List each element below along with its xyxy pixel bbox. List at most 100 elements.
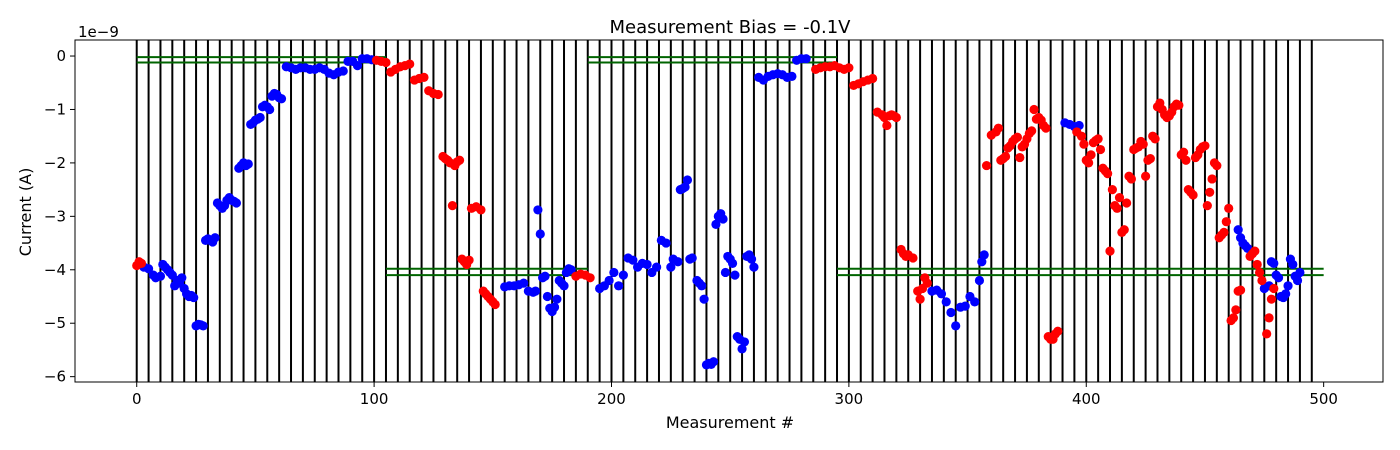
data-point bbox=[960, 301, 970, 311]
data-point bbox=[1200, 141, 1210, 151]
vertical-lines-layer bbox=[135, 40, 1313, 382]
data-point bbox=[604, 275, 614, 286]
data-point bbox=[535, 229, 545, 239]
data-point bbox=[801, 54, 811, 64]
data-point bbox=[1027, 126, 1037, 136]
data-point bbox=[981, 160, 992, 171]
data-point bbox=[155, 271, 166, 281]
data-point bbox=[908, 253, 918, 263]
data-point bbox=[1107, 185, 1117, 195]
data-point bbox=[673, 257, 683, 267]
data-point bbox=[974, 275, 985, 286]
data-point bbox=[977, 257, 987, 267]
data-point bbox=[519, 278, 529, 288]
data-point bbox=[680, 182, 690, 192]
data-point bbox=[552, 294, 562, 304]
data-point bbox=[1084, 158, 1094, 168]
data-point bbox=[1269, 258, 1279, 268]
data-point bbox=[243, 159, 253, 169]
data-point bbox=[540, 271, 550, 281]
data-point bbox=[255, 112, 265, 123]
data-point bbox=[941, 297, 951, 307]
data-point bbox=[993, 123, 1004, 133]
data-point bbox=[136, 258, 147, 268]
data-point bbox=[946, 307, 956, 318]
data-point bbox=[352, 61, 363, 71]
y-axis-ticks: 0 −1 −2 −3 −4 −5 −6 bbox=[44, 47, 75, 386]
data-point bbox=[697, 281, 707, 291]
data-point bbox=[1273, 273, 1284, 283]
y-tick-label: −6 bbox=[44, 368, 66, 386]
data-point bbox=[549, 302, 560, 312]
data-point bbox=[1281, 289, 1291, 299]
data-point bbox=[618, 270, 628, 280]
data-point bbox=[746, 254, 757, 264]
data-point bbox=[711, 219, 721, 229]
data-point bbox=[1233, 225, 1243, 235]
data-point bbox=[699, 294, 709, 304]
data-point bbox=[936, 289, 947, 299]
data-point bbox=[1235, 285, 1246, 295]
data-point bbox=[1252, 259, 1262, 270]
data-point bbox=[1112, 203, 1122, 213]
data-point bbox=[1181, 155, 1191, 165]
x-tick-label: 200 bbox=[597, 390, 626, 408]
data-point bbox=[276, 94, 287, 104]
data-point bbox=[1250, 246, 1260, 256]
data-point bbox=[1174, 100, 1184, 110]
data-point bbox=[609, 267, 619, 278]
data-point bbox=[727, 258, 738, 268]
data-point bbox=[730, 270, 740, 280]
data-point bbox=[1086, 150, 1096, 160]
data-point bbox=[1145, 154, 1155, 164]
data-point bbox=[1264, 313, 1274, 323]
data-point bbox=[737, 344, 747, 354]
y-tick-label: −4 bbox=[44, 261, 66, 279]
data-point bbox=[447, 201, 458, 211]
data-point bbox=[1266, 294, 1277, 304]
data-point bbox=[979, 250, 989, 260]
data-point bbox=[210, 233, 220, 243]
data-point bbox=[1205, 187, 1215, 197]
data-point bbox=[433, 89, 443, 100]
reference-lines-layer bbox=[136, 56, 1324, 277]
y-tick-label: −5 bbox=[44, 314, 66, 332]
data-point bbox=[1119, 225, 1129, 235]
data-point bbox=[1041, 123, 1051, 133]
data-point bbox=[1122, 198, 1132, 208]
data-point bbox=[1231, 305, 1241, 315]
data-point bbox=[666, 262, 676, 272]
data-point bbox=[454, 155, 465, 165]
data-point bbox=[1141, 171, 1151, 181]
data-point bbox=[231, 198, 242, 208]
data-point bbox=[1178, 147, 1189, 157]
data-point bbox=[338, 66, 348, 76]
data-point bbox=[718, 214, 728, 224]
data-point bbox=[661, 238, 671, 248]
data-point bbox=[189, 292, 199, 303]
data-point bbox=[1202, 201, 1212, 211]
data-point bbox=[265, 104, 275, 115]
y-tick-label: −2 bbox=[44, 154, 66, 172]
x-tick-label: 400 bbox=[1072, 390, 1101, 408]
data-point bbox=[381, 57, 391, 68]
data-point bbox=[844, 63, 854, 73]
data-point bbox=[1029, 104, 1039, 115]
data-point bbox=[490, 299, 500, 310]
data-point bbox=[687, 253, 697, 263]
data-point bbox=[651, 262, 662, 272]
data-point bbox=[1254, 267, 1265, 278]
data-point bbox=[476, 205, 486, 215]
data-point bbox=[1295, 267, 1305, 278]
data-point bbox=[1283, 281, 1293, 291]
data-point bbox=[614, 281, 624, 291]
data-point bbox=[1224, 203, 1234, 213]
axes-frame bbox=[74, 39, 1384, 383]
data-point bbox=[533, 205, 543, 215]
data-point bbox=[405, 59, 415, 69]
y-tick-label: 0 bbox=[56, 47, 66, 65]
data-point bbox=[642, 259, 652, 270]
x-axis-label: Measurement # bbox=[666, 413, 794, 432]
data-point bbox=[1219, 227, 1229, 237]
data-point bbox=[1093, 134, 1103, 144]
